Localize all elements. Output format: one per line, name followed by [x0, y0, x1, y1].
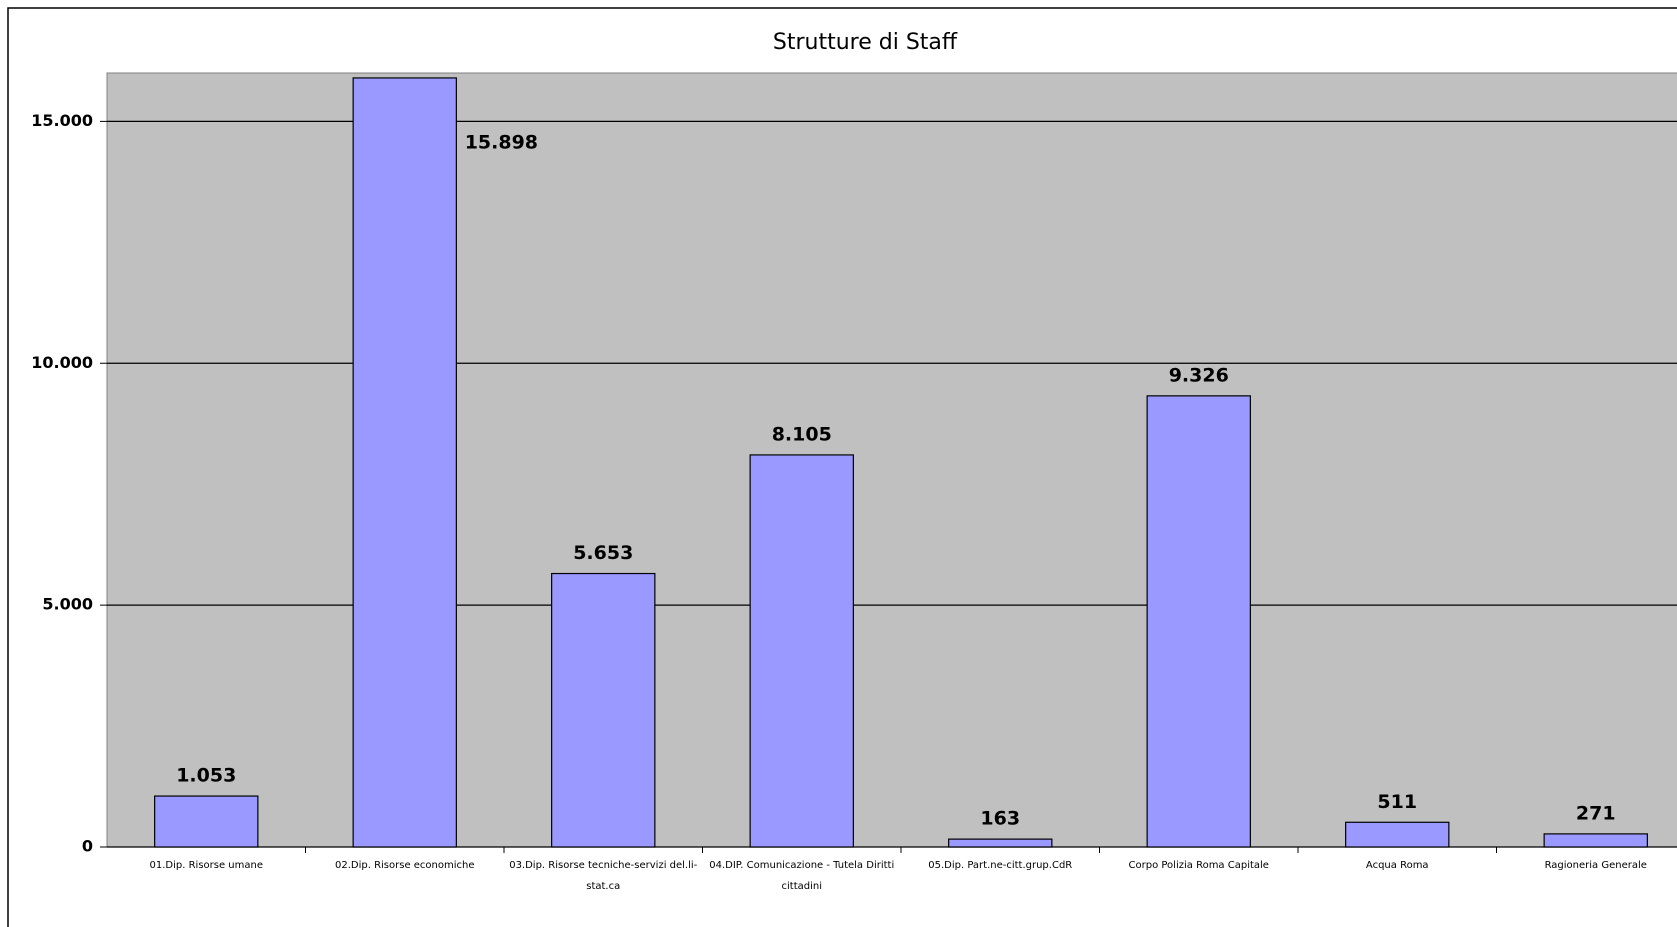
- bar: [352, 77, 457, 848]
- plot-area: [106, 72, 1677, 848]
- y-tick-label: 15.000: [31, 111, 93, 130]
- data-label: 1.053: [176, 765, 236, 787]
- bar: [1543, 833, 1648, 848]
- x-tick-label: Ragioneria Generale: [1544, 860, 1647, 871]
- x-tick-label: 01.Dip. Risorse umane: [149, 860, 264, 871]
- x-tick-label: 02.Dip. Risorse economiche: [334, 860, 475, 871]
- data-label: 9.326: [1169, 364, 1229, 386]
- data-label: 15.898: [465, 131, 538, 153]
- chart-title: Strutture di Staff: [773, 30, 958, 55]
- data-label: 511: [1377, 791, 1417, 813]
- x-tick-label: Acqua Roma: [1365, 860, 1429, 871]
- bar: [1345, 821, 1450, 848]
- x-tick-label: 05.Dip. Part.ne-citt.grup.CdR: [928, 860, 1073, 871]
- x-tick-label: 03.Dip. Risorse tecniche-servizi del.li-…: [509, 860, 698, 892]
- bar: [1146, 395, 1251, 848]
- x-tick-label: 04.DIP. Comunicazione - Tutela Diritti c…: [709, 860, 895, 892]
- bar: [154, 795, 259, 848]
- bar: [551, 572, 656, 848]
- data-label: 163: [980, 808, 1020, 830]
- data-label: 271: [1576, 802, 1616, 824]
- x-tick-label: Corpo Polizia Roma Capitale: [1128, 860, 1269, 871]
- bar: [948, 838, 1053, 848]
- data-label: 5.653: [573, 542, 633, 564]
- y-tick-label: 0: [82, 837, 93, 856]
- bar: [749, 454, 854, 848]
- y-tick-label: 10.000: [31, 353, 93, 372]
- y-tick-label: 5.000: [42, 595, 93, 614]
- data-label: 8.105: [772, 423, 832, 445]
